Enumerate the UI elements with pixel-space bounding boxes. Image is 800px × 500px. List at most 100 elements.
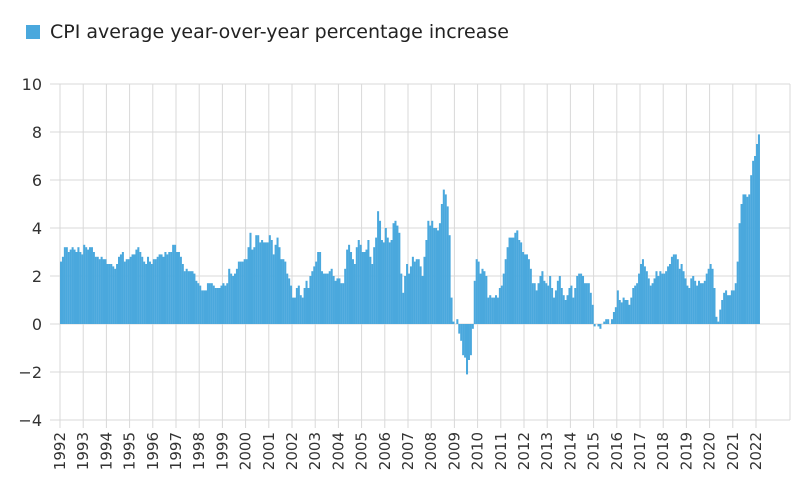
bar bbox=[723, 292, 726, 324]
bar bbox=[89, 247, 92, 324]
x-tick-label: 2002 bbox=[283, 432, 301, 470]
bar bbox=[632, 288, 635, 324]
bar bbox=[549, 276, 552, 324]
bar bbox=[266, 242, 269, 324]
bar bbox=[139, 252, 142, 324]
bar bbox=[620, 302, 623, 324]
bar bbox=[406, 264, 409, 324]
bar bbox=[94, 256, 97, 324]
bar bbox=[429, 225, 432, 324]
x-tick-label: 2012 bbox=[515, 432, 533, 470]
bar bbox=[216, 288, 219, 324]
bar bbox=[394, 220, 397, 324]
bar bbox=[112, 266, 115, 324]
bar bbox=[709, 264, 712, 324]
bar bbox=[295, 288, 298, 324]
bar bbox=[355, 247, 358, 324]
bar bbox=[640, 264, 643, 324]
bar bbox=[357, 240, 360, 324]
bar bbox=[390, 240, 393, 324]
bar bbox=[570, 285, 573, 324]
legend-swatch bbox=[26, 25, 40, 39]
bar bbox=[574, 288, 577, 324]
bar bbox=[309, 276, 312, 324]
bar bbox=[321, 271, 324, 324]
bar bbox=[742, 194, 745, 324]
bar bbox=[243, 259, 246, 324]
bar bbox=[377, 211, 380, 324]
bar bbox=[220, 285, 223, 324]
bar bbox=[363, 252, 366, 324]
bar bbox=[663, 273, 666, 324]
bar bbox=[290, 285, 293, 324]
bar bbox=[203, 290, 206, 324]
bar bbox=[201, 290, 204, 324]
bar bbox=[543, 280, 546, 324]
bar bbox=[479, 273, 482, 324]
bar bbox=[284, 261, 287, 324]
bar bbox=[141, 256, 144, 324]
bar bbox=[168, 252, 171, 324]
x-tick-label: 2004 bbox=[329, 432, 347, 470]
bar bbox=[342, 283, 345, 324]
bar bbox=[690, 278, 693, 324]
bar bbox=[193, 273, 196, 324]
x-tick-label: 2005 bbox=[353, 432, 371, 470]
bar bbox=[121, 252, 124, 324]
bar bbox=[241, 261, 244, 324]
bar bbox=[446, 206, 449, 324]
bar bbox=[533, 283, 536, 324]
bar bbox=[435, 228, 438, 324]
bar bbox=[222, 283, 225, 324]
bar bbox=[92, 252, 95, 324]
bar bbox=[431, 220, 434, 324]
bar bbox=[278, 247, 281, 324]
bar bbox=[415, 259, 418, 324]
bar bbox=[127, 259, 130, 324]
bar bbox=[340, 283, 343, 324]
bar bbox=[670, 256, 673, 324]
bar bbox=[547, 285, 550, 324]
bar bbox=[719, 309, 722, 324]
bar bbox=[293, 297, 296, 324]
bar bbox=[591, 304, 594, 324]
bar bbox=[469, 324, 472, 356]
bar bbox=[659, 271, 662, 324]
bar bbox=[665, 271, 668, 324]
bar bbox=[392, 223, 395, 324]
bar bbox=[464, 324, 467, 358]
bar bbox=[643, 266, 646, 324]
bar bbox=[98, 259, 101, 324]
bar bbox=[143, 261, 146, 324]
bar bbox=[179, 256, 182, 324]
bar bbox=[599, 324, 602, 329]
bar bbox=[63, 247, 66, 324]
bar bbox=[717, 321, 720, 324]
bar bbox=[230, 273, 233, 324]
bar bbox=[313, 266, 316, 324]
x-tick-label: 2010 bbox=[469, 432, 487, 470]
bar bbox=[60, 261, 63, 324]
bar bbox=[212, 285, 215, 324]
bar bbox=[576, 276, 579, 324]
bar bbox=[158, 254, 161, 324]
bar bbox=[307, 288, 310, 324]
bar bbox=[311, 271, 314, 324]
bar bbox=[618, 300, 621, 324]
bar bbox=[582, 276, 585, 324]
bar bbox=[756, 144, 759, 324]
bar bbox=[249, 232, 252, 324]
bar bbox=[558, 276, 561, 324]
bar bbox=[83, 244, 86, 324]
bar bbox=[351, 259, 354, 324]
bar bbox=[152, 259, 155, 324]
bar bbox=[380, 240, 383, 324]
bar bbox=[263, 242, 266, 324]
bar bbox=[516, 230, 519, 324]
x-tick-label: 2008 bbox=[422, 432, 440, 470]
bar bbox=[653, 278, 656, 324]
bar bbox=[566, 295, 569, 324]
bar bbox=[328, 271, 331, 324]
bar bbox=[226, 283, 229, 324]
x-tick-label: 1993 bbox=[74, 432, 92, 470]
